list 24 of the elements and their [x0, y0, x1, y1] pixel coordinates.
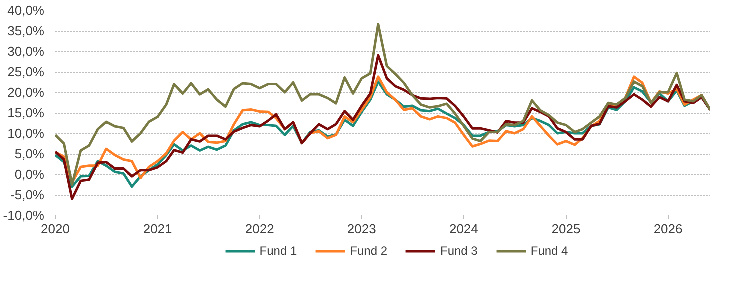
x-tick-label: 2025: [552, 222, 581, 236]
legend-label: Fund 3: [440, 244, 478, 258]
legend-label: Fund 4: [530, 244, 568, 258]
x-tick-label: 2026: [654, 222, 683, 236]
x-tick-label: 2022: [245, 222, 274, 236]
y-tick-label: 25,0%: [8, 64, 45, 80]
y-tick-label: 35,0%: [8, 24, 45, 38]
y-tick-label: 10,0%: [8, 126, 45, 141]
line-series: [56, 54, 710, 200]
y-tick-label: 5,0%: [14, 146, 45, 162]
legend-label: Fund 1: [260, 244, 298, 258]
legend-label: Fund 2: [350, 244, 388, 258]
line-series: [56, 23, 710, 186]
x-tick-label: 2024: [449, 222, 478, 236]
x-tick-label: 2020: [41, 222, 70, 236]
y-tick-label: 40,0%: [8, 3, 45, 18]
y-tick-label: -10,0%: [3, 208, 45, 223]
x-tick-label: 2023: [347, 222, 376, 236]
y-tick-label: 15,0%: [8, 106, 45, 120]
y-tick-label: 20,0%: [8, 85, 45, 100]
y-tick-label: 0,0%: [14, 167, 45, 182]
x-tick-label: 2021: [143, 222, 172, 236]
y-tick-label: -5,0%: [10, 188, 45, 202]
y-tick-label: 30,0%: [8, 44, 45, 59]
